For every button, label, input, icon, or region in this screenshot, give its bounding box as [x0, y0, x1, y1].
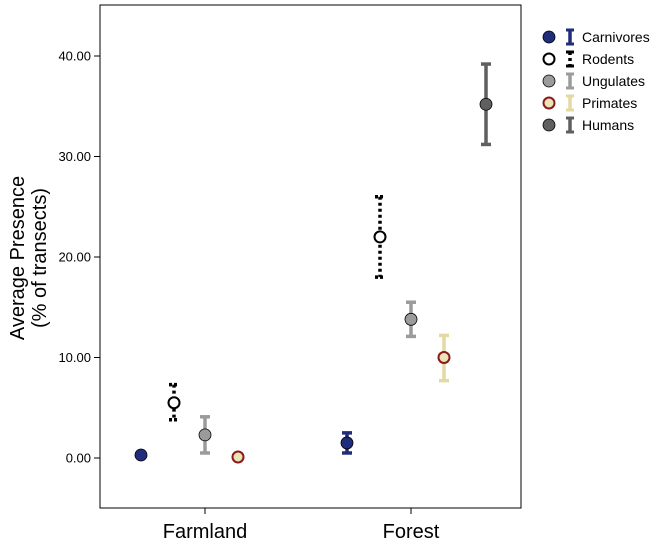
y-axis-ticks: 0.00 10.00 20.00 30.00 40.00 — [58, 49, 100, 466]
data-point-carnivores — [134, 448, 148, 462]
x-axis-ticks: Farmland Forest — [163, 508, 440, 543]
legend-marker-swatch — [542, 96, 556, 110]
mean-marker — [437, 351, 451, 364]
x-tick-label: Farmland — [163, 521, 247, 543]
legend-marker-swatch — [542, 118, 556, 132]
legend-label: Ungulates — [582, 73, 645, 89]
y-tick-label: 0.00 — [66, 451, 91, 466]
mean-marker — [340, 436, 354, 450]
axes — [99, 4, 522, 509]
data-point-ungulates — [198, 415, 212, 455]
legend-item-carnivores: Carnivores — [542, 28, 650, 46]
legend-item-primates: Primates — [542, 94, 637, 112]
data-point-primates — [437, 333, 451, 383]
mean-marker — [134, 448, 148, 462]
data-point-ungulates — [404, 300, 418, 339]
legend-item-humans: Humans — [542, 116, 634, 134]
mean-marker — [198, 428, 212, 442]
plot-frame — [99, 4, 522, 509]
mean-marker — [373, 230, 387, 244]
legend-marker-swatch — [542, 74, 556, 88]
mean-marker — [404, 312, 418, 326]
data-point-carnivores — [340, 431, 354, 455]
y-tick-label: 40.00 — [58, 49, 91, 64]
legend-label: Carnivores — [582, 29, 650, 45]
data-point-primates — [231, 450, 245, 464]
data-marks — [134, 62, 493, 464]
y-axis-label-line: (% of transects) — [29, 188, 51, 328]
legend: Carnivores Rodents Ungulates Primates Humans — [542, 28, 650, 134]
mean-marker — [479, 97, 493, 111]
x-tick-label: Forest — [383, 521, 440, 543]
legend-marker-swatch — [542, 52, 556, 66]
legend-label: Rodents — [582, 51, 634, 67]
legend-item-rodents: Rodents — [542, 50, 634, 68]
y-tick-label: 20.00 — [58, 250, 91, 265]
legend-marker-swatch — [542, 30, 556, 44]
legend-item-ungulates: Ungulates — [542, 72, 645, 90]
y-tick-label: 10.00 — [58, 350, 91, 365]
legend-label: Humans — [582, 117, 634, 133]
data-point-rodents — [373, 194, 387, 279]
data-point-humans — [479, 62, 493, 147]
legend-label: Primates — [582, 95, 637, 111]
mean-marker — [231, 450, 245, 464]
y-axis-label-line: Average Presence — [7, 176, 29, 340]
mean-marker — [167, 396, 181, 410]
data-point-rodents — [167, 382, 181, 422]
y-tick-label: 30.00 — [58, 149, 91, 164]
y-axis-label: Average Presence (% of transects) — [7, 176, 51, 340]
